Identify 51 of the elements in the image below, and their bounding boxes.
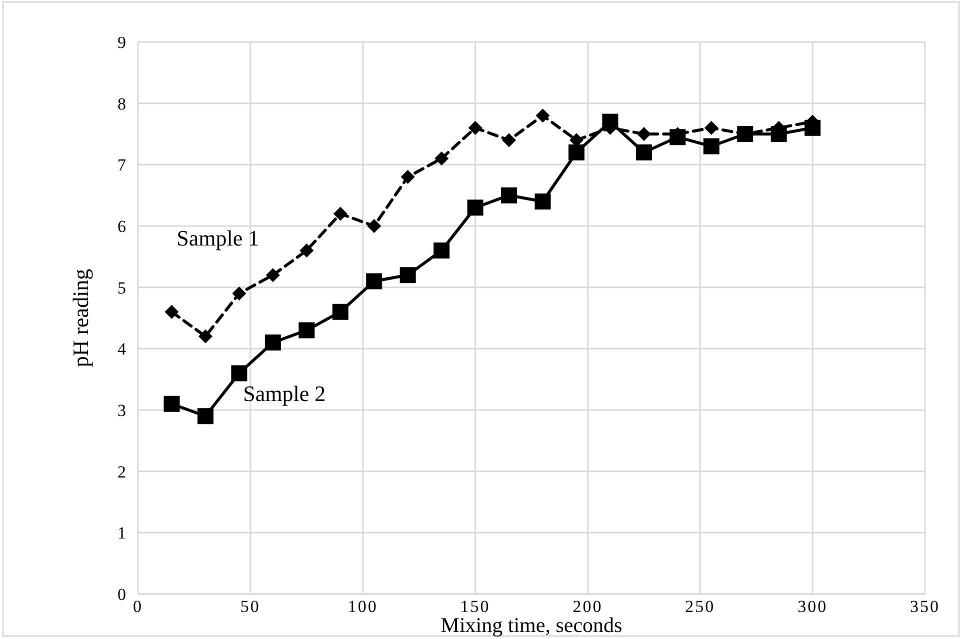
point	[467, 200, 484, 216]
y-tick-label: 0	[118, 584, 126, 604]
point	[366, 273, 382, 290]
point	[231, 365, 248, 382]
y-tick-label: 9	[118, 32, 126, 52]
point	[197, 408, 214, 424]
point	[264, 334, 281, 351]
point	[198, 329, 212, 344]
point	[164, 396, 180, 412]
y-tick-label: 1	[118, 524, 126, 543]
x-tick-label: 0	[133, 597, 143, 616]
point	[636, 144, 652, 160]
point	[367, 219, 382, 233]
point	[266, 268, 280, 282]
point	[400, 267, 416, 284]
point	[400, 170, 415, 184]
y-axis-title: pH reading	[68, 268, 93, 368]
point	[568, 144, 584, 160]
x-tick-label: 350	[910, 597, 940, 616]
x-tick-label: 200	[572, 597, 603, 616]
x-axis-title: Mixing time, seconds	[440, 613, 622, 637]
point	[703, 138, 720, 154]
point	[332, 304, 348, 320]
y-tick-label: 2	[118, 462, 126, 482]
point	[434, 242, 450, 259]
y-tick-label: 4	[118, 340, 126, 359]
x-tick-label: 50	[240, 597, 260, 616]
point	[434, 152, 449, 166]
point	[468, 120, 482, 135]
point	[536, 108, 550, 123]
y-tick-label: 6	[118, 216, 126, 236]
point	[501, 187, 518, 204]
series-label: Sample 1	[176, 225, 260, 250]
series-label: Sample 2	[243, 381, 326, 406]
point	[636, 127, 651, 141]
point	[502, 133, 516, 148]
y-tick-label: 5	[118, 278, 126, 298]
y-tick-label: 7	[118, 156, 126, 175]
x-tick-label: 250	[685, 597, 716, 616]
x-tick-label: 300	[798, 597, 828, 616]
x-tick-label: 150	[460, 597, 490, 616]
point	[704, 120, 718, 135]
point	[232, 286, 246, 300]
point	[333, 206, 348, 221]
point	[164, 304, 179, 319]
point	[298, 322, 315, 338]
x-tick-label: 100	[348, 597, 378, 616]
point	[300, 244, 314, 258]
y-tick-label: 8	[118, 94, 126, 114]
y-tick-label: 3	[118, 400, 126, 420]
point	[534, 193, 551, 210]
